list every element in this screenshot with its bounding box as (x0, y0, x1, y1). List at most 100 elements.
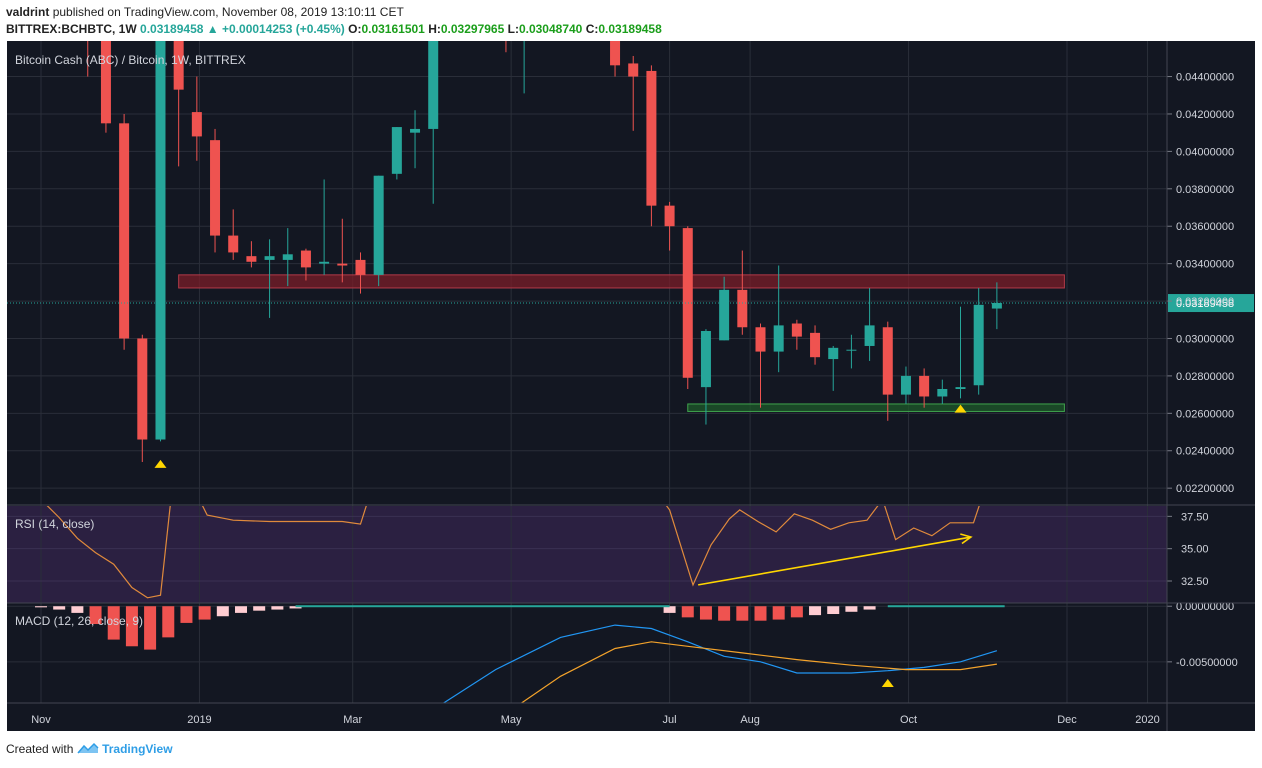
macd-histogram-bar (180, 606, 193, 623)
last-price: 0.03189458 (140, 22, 204, 36)
tradingview-logo-icon (77, 742, 102, 756)
candle-body (737, 289, 748, 328)
candle-body (955, 387, 966, 389)
macd-line (443, 624, 998, 703)
author-name[interactable]: valdrint (6, 5, 50, 19)
candle-body (155, 41, 166, 440)
macd-histogram-bar (125, 606, 138, 647)
x-tick-label: Jul (663, 714, 677, 726)
macd-histogram-bar (772, 606, 785, 620)
rsi-tick-label: 32.50 (1181, 576, 1209, 588)
macd-histogram-bar (790, 606, 803, 618)
candle-body (991, 302, 1002, 309)
price-change: +0.00014253 (+0.45%) (222, 22, 345, 36)
candle-body (264, 256, 275, 260)
candle-body (391, 127, 402, 174)
publish-info: valdrint published on TradingView.com, N… (6, 5, 404, 19)
x-tick-label: May (501, 714, 522, 726)
macd-histogram-bar (809, 606, 822, 616)
support-zone (687, 403, 1065, 412)
high-label: H: (428, 22, 441, 36)
published-text: published on TradingView.com, November 0… (52, 5, 404, 19)
candle-body (791, 323, 802, 337)
rsi-tick-label: 37.50 (1181, 511, 1209, 523)
symbol-info: BITTREX:BCHBTC, 1W 0.03189458 ▲ +0.00014… (6, 22, 662, 36)
candle-body (410, 128, 421, 133)
symbol-name: BITTREX:BCHBTC, 1W (6, 22, 137, 36)
open-value: 0.03161501 (361, 22, 425, 36)
macd-histogram-bar (863, 606, 876, 610)
y-tick-label: 0.03800000 (1176, 184, 1234, 196)
candle-body (810, 332, 821, 358)
macd-histogram-bar (35, 606, 47, 608)
change-up-icon: ▲ (206, 22, 219, 36)
created-with-text: Created with (6, 742, 74, 756)
candle-body (610, 41, 621, 66)
macd-histogram-bar (827, 606, 840, 615)
y-tick-label: 0.04200000 (1176, 109, 1234, 121)
y-tick-label: 0.03400000 (1176, 259, 1234, 271)
candle-body (100, 41, 111, 124)
candle-body (210, 140, 221, 236)
candle-body (919, 375, 930, 397)
x-tick-label: Mar (343, 714, 362, 726)
y-tick-label: 0.02800000 (1176, 371, 1234, 383)
macd-histogram-bar (71, 606, 84, 613)
rsi-title: RSI (14, close) (15, 517, 94, 531)
candle-body (137, 338, 148, 440)
macd-histogram-bar (736, 606, 749, 621)
y-tick-label: 0.03200000 (1176, 296, 1234, 308)
macd-histogram-bar (144, 606, 157, 650)
macd-histogram-flat (887, 605, 1005, 608)
macd-histogram-bar (162, 606, 175, 638)
chart-canvas[interactable]: 0.03189458 Nov 2019 Mar May Jul Aug Oct Dec 2020… (7, 41, 1255, 731)
rsi-line (46, 506, 980, 599)
resistance-zone (178, 274, 1065, 289)
rsi-tick-label: 35.00 (1181, 544, 1209, 556)
candle-body (246, 256, 257, 262)
candle-body (119, 123, 130, 339)
macd-histogram-bar (216, 606, 229, 617)
tradingview-link[interactable]: TradingView (102, 742, 173, 756)
x-tick-label: 2019 (187, 714, 211, 726)
marker-triangle (954, 404, 967, 413)
macd-histogram-bar (253, 606, 266, 611)
macd-histogram-flat (295, 605, 670, 608)
macd-marker-triangle (881, 678, 894, 687)
current-price-badge (1168, 294, 1254, 313)
candles (87, 41, 1002, 462)
candle-body (773, 325, 784, 352)
macd-histogram-bar (107, 606, 120, 640)
low-label: L: (507, 22, 519, 36)
candle-body (937, 389, 948, 397)
macd-histogram-bar (198, 606, 211, 620)
candle-body (337, 263, 348, 266)
x-tick-label: Aug (740, 714, 760, 726)
open-label: O: (348, 22, 362, 36)
macd-histogram-bar (289, 606, 302, 609)
overlays: 0.03189458 (7, 294, 1254, 703)
high-value: 0.03297965 (440, 22, 505, 36)
close-value: 0.03189458 (598, 22, 662, 36)
close-label: C: (585, 22, 599, 36)
grid-lines (7, 41, 1167, 703)
macd-histogram-bar (718, 606, 731, 621)
macd-tick-label: 0.00000000 (1176, 601, 1234, 613)
y-tick-label: 0.03600000 (1176, 221, 1234, 233)
candle-body (828, 347, 839, 360)
candle-body (282, 254, 293, 260)
candle-body (628, 63, 639, 77)
rsi-trendline-arrowhead (960, 533, 973, 545)
macd-histogram-bar (235, 606, 248, 613)
low-value: 0.03048740 (518, 22, 583, 36)
candle-body (719, 289, 730, 341)
macd-histogram-bar (699, 606, 712, 620)
candle-body (300, 250, 311, 268)
macd-histogram-bar (271, 606, 284, 610)
candle-body (700, 331, 711, 388)
y-tick-label: 0.04400000 (1176, 72, 1234, 84)
chart-frame[interactable]: 0.03189458 Nov 2019 Mar May Jul Aug Oct Dec 2020… (7, 41, 1255, 731)
macd-title: MACD (12, 26, close, 9) (15, 614, 143, 628)
x-tick-label: Oct (900, 714, 917, 726)
candle-body (428, 41, 439, 129)
